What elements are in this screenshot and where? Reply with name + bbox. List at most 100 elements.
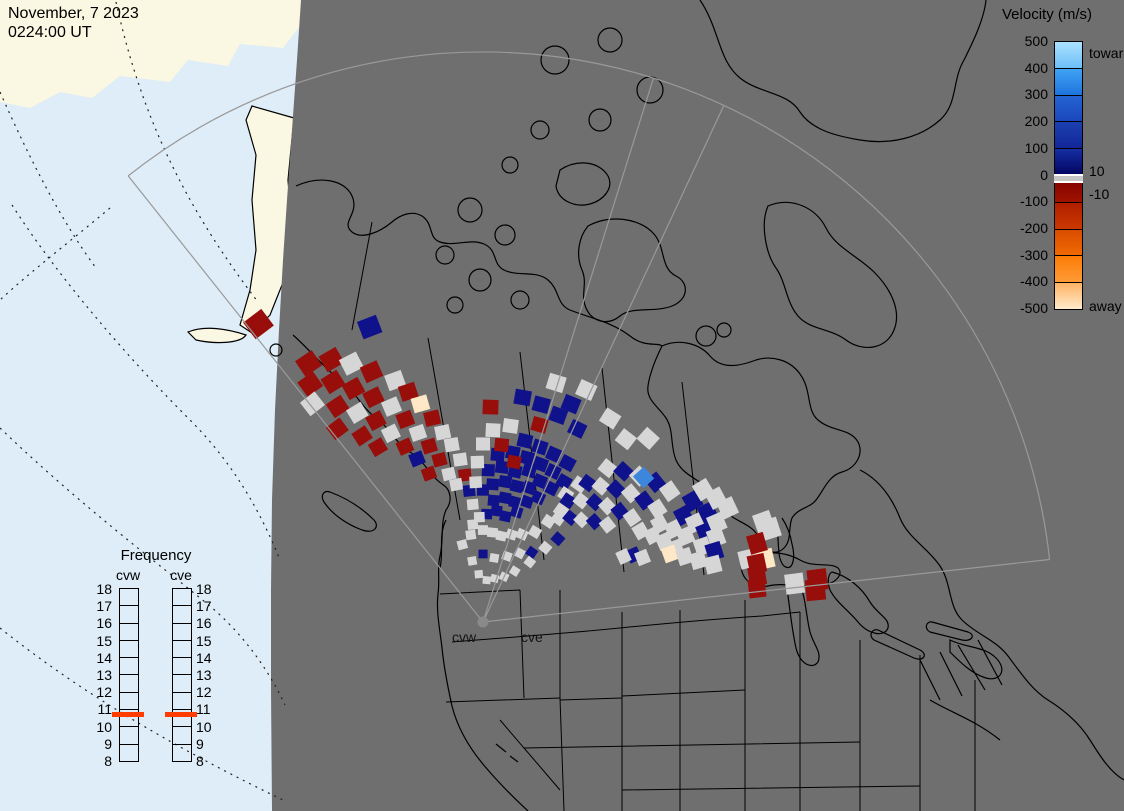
frequency-segment-cvw-9 [120,745,138,761]
radar-cell [443,436,460,453]
radar-cell [578,473,598,493]
fan-mid-boundary-1 [482,105,725,623]
radar-cell [530,438,549,456]
frequency-marker-cve [165,711,197,717]
radar-cell [486,478,500,491]
radar-cell [498,475,513,489]
radar-cell [243,308,274,340]
radar-cell [704,540,725,562]
velocity-tick-200: 200 [1024,113,1048,130]
frequency-tick-left-11: 11 [97,701,112,718]
radar-cell [597,458,618,479]
radar-cell [559,492,577,510]
away-label: away [1089,298,1122,314]
frequency-segment-cve-7 [173,710,191,728]
frequency-segment-cve-6 [173,693,191,711]
frequency-segment-cvw-5 [120,675,138,693]
radar-cell [452,452,468,467]
radar-cell [572,491,591,510]
radar-cell [467,555,478,566]
radar-cell [420,437,439,455]
radar-cell [505,528,518,541]
radar-cell [493,437,510,453]
radar-cell [420,465,438,482]
frequency-tick-right-13: 13 [196,667,212,683]
frequency-tick-left-12: 12 [96,684,112,701]
frequency-segment-cve-5 [173,675,191,693]
radar-cell [675,546,694,567]
radar-cell [482,399,499,415]
radar-cell [351,425,373,447]
velocity-segment-7 [1055,229,1082,257]
radar-cell [538,540,553,555]
radar-cell [434,424,452,441]
frequency-column-cve: cve [170,567,192,583]
radar-cell [508,495,523,510]
radar-cell [562,509,579,527]
frequency-segment-cve-1 [173,606,191,624]
velocity-tick-300: 300 [1024,86,1048,103]
radar-cell [598,407,622,430]
radar-cell [649,514,670,535]
coastlines [269,0,1124,811]
radar-cell [341,376,366,401]
radar-site-label-cve: cve [521,629,543,645]
frequency-segment-cvw-8 [120,727,138,745]
radar-cell [384,369,407,392]
radar-cell [320,369,346,395]
radar-cell [502,418,519,434]
radar-cell [519,494,535,509]
velocity-colorbar [1054,41,1083,310]
radar-cell [550,510,567,527]
radar-cell [499,510,512,523]
radar-cell [516,432,534,449]
frequency-tick-left-15: 15 [96,632,112,649]
radar-origin-dot [477,616,489,628]
frequency-tick-left-16: 16 [96,615,112,632]
radar-cell [606,479,626,499]
night-shading [271,0,1124,811]
radar-cell [573,511,591,529]
velocity-tick--300: -300 [1019,246,1048,263]
radar-cell [466,498,479,511]
radar-cell [467,519,479,531]
radar-cell [367,437,389,458]
frequency-segment-cvw-4 [120,658,138,676]
radar-cell [509,479,525,494]
velocity-segment-0 [1055,42,1082,69]
radar-cell [636,426,660,451]
frequency-tick-right-18: 18 [196,581,212,597]
radar-cell [527,524,543,540]
frequency-segment-cve-2 [173,624,191,641]
radar-cell [469,476,483,489]
radar-cell [408,423,428,442]
radar-cell [531,455,550,473]
radar-cell [456,539,469,551]
frequency-tick-right-15: 15 [196,632,212,649]
radar-cell [622,507,642,528]
radar-cell [525,545,539,560]
frequency-tick-right-14: 14 [196,649,212,666]
frequency-tick-left-10: 10 [96,718,112,735]
frequency-tick-right-11: 11 [196,701,211,718]
radar-cell [614,428,638,451]
radar-cell [485,423,501,438]
frequency-tick-right-12: 12 [196,684,212,701]
radar-cell [518,449,536,466]
radar-cell [477,525,488,535]
radar-cell [647,498,668,520]
velocity-zero-band [1054,174,1083,183]
frequency-tick-left-18: 18 [96,581,112,597]
timestamp: November, 7 2023 0224:00 UT [8,4,139,42]
radar-cell [530,415,549,434]
radar-cell [585,512,604,531]
radar-cell [555,473,573,491]
radar-cell [747,578,767,599]
radar-cell [395,409,416,430]
radar-cell [380,396,403,417]
radar-cell [575,379,598,401]
radar-cell [395,437,415,456]
radar-cell [490,504,503,517]
fan-boundary [127,51,1051,623]
radar-cell [508,565,521,577]
